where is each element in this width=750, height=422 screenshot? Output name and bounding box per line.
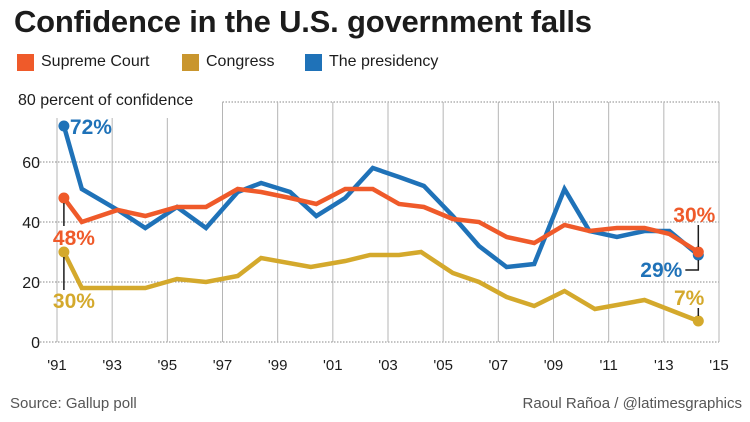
- annotation-presidency-start: 72%: [70, 116, 112, 139]
- series-line-congress: [61, 249, 700, 324]
- annotation-supreme-court-end: 30%: [673, 204, 715, 227]
- series-line-the-presidency: [61, 125, 700, 270]
- start-marker-supreme-court: [58, 192, 70, 204]
- y-tick-label: 40: [22, 215, 40, 232]
- series-lines: [61, 125, 700, 324]
- legend-label-supreme-court: Supreme Court: [41, 53, 150, 70]
- legend-item-supreme-court: Supreme Court: [17, 53, 150, 71]
- x-tick-label: '15: [709, 357, 729, 374]
- x-tick-label: '05: [433, 357, 453, 374]
- legend-label-congress: Congress: [206, 53, 275, 70]
- chart-title: Confidence in the U.S. government falls: [14, 4, 592, 39]
- y-tick-labels: 0 20 40 60: [22, 155, 40, 352]
- start-marker-congress: [58, 246, 70, 258]
- y-tick-label: 60: [22, 155, 40, 172]
- x-tick-label: '93: [102, 357, 122, 374]
- end-marker-congress: [692, 315, 704, 327]
- x-tick-label: '11: [599, 357, 617, 374]
- y-tick-label: 20: [22, 275, 40, 292]
- series-markers: [58, 120, 704, 327]
- annotation-congress-end: 7%: [674, 287, 705, 310]
- start-marker-the-presidency: [58, 120, 70, 132]
- y-axis-label: 80 percent of confidence: [18, 92, 194, 109]
- legend-swatch-presidency: [305, 53, 322, 71]
- x-tick-label: '97: [213, 357, 233, 374]
- end-marker-supreme-court: [692, 246, 704, 258]
- annotations: 72% 48% 30% 30% 29% 7%: [53, 116, 716, 316]
- x-tick-label: '95: [158, 357, 178, 374]
- credit-note: Raoul Rañoa / @latimesgraphics: [522, 395, 743, 412]
- x-tick-label: '99: [268, 357, 288, 374]
- x-tick-label: '03: [378, 357, 398, 374]
- x-tick-label: '07: [489, 357, 509, 374]
- y-tick-label: 0: [31, 335, 40, 352]
- annotation-presidency-end: 29%: [640, 259, 682, 282]
- legend-swatch-supreme-court: [17, 53, 34, 71]
- legend-item-congress: Congress: [182, 53, 274, 71]
- annotation-supreme-court-start: 48%: [53, 227, 95, 250]
- legend-swatch-congress: [182, 53, 199, 71]
- x-tick-label: '09: [544, 357, 564, 374]
- source-note: Source: Gallup poll: [10, 395, 137, 412]
- legend-label-presidency: The presidency: [329, 53, 439, 70]
- annotation-congress-start: 30%: [53, 290, 95, 313]
- legend-item-presidency: The presidency: [305, 53, 438, 71]
- x-tick-labels: '91 '93 '95 '97 '99 '01 '03 '05 '07 '09 '11 '13 '15: [47, 357, 729, 374]
- gridlines: [37, 101, 720, 343]
- x-tick-label: '91: [47, 357, 67, 374]
- x-tick-label: '13: [654, 357, 674, 374]
- series-line-supreme-court: [62, 186, 700, 254]
- leader-presidency-end: [685, 260, 700, 271]
- x-tick-label: '01: [323, 357, 343, 374]
